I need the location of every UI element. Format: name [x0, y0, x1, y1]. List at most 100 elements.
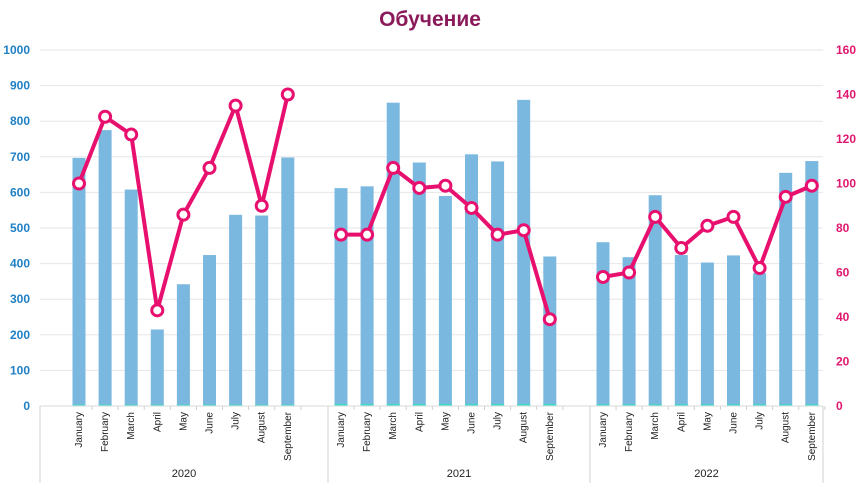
- small-bar: [596, 404, 610, 406]
- small-bar: [622, 404, 636, 406]
- bar: [648, 195, 662, 406]
- bar: [543, 256, 557, 406]
- month-label: September: [545, 411, 556, 461]
- month-label: March: [388, 412, 399, 440]
- line-point: [98, 109, 113, 124]
- line-point: [726, 209, 741, 224]
- small-bar: [72, 404, 86, 406]
- line-point: [622, 265, 637, 280]
- month-label: May: [440, 412, 451, 431]
- small-bar: [203, 404, 216, 406]
- small-bar: [255, 404, 269, 406]
- bar: [491, 161, 505, 406]
- line-point: [778, 189, 793, 204]
- small-bar: [229, 404, 243, 406]
- small-bar: [412, 403, 426, 406]
- small-bar: [334, 403, 348, 406]
- month-label: January: [598, 412, 609, 448]
- line-point: [334, 227, 348, 242]
- month-label: February: [100, 412, 111, 452]
- month-label: June: [467, 412, 478, 434]
- month-label: July: [231, 412, 242, 430]
- bar: [203, 255, 216, 406]
- line-point: [438, 178, 453, 193]
- month-label: April: [152, 412, 163, 432]
- line-point: [596, 269, 610, 284]
- small-bar: [438, 403, 452, 406]
- bar: [674, 255, 688, 406]
- small-bar: [124, 404, 138, 406]
- bar: [412, 162, 426, 406]
- bar: [779, 172, 793, 406]
- right-axis-tick: 0: [836, 399, 843, 413]
- month-label: September: [283, 411, 294, 461]
- small-bar: [176, 404, 190, 406]
- line-point: [700, 218, 715, 233]
- left-axis-tick: 800: [10, 114, 30, 128]
- month-label: July: [493, 412, 504, 430]
- small-bar: [648, 404, 662, 406]
- left-axis-tick: 100: [10, 363, 30, 377]
- small-bar: [281, 404, 295, 406]
- line-point: [228, 98, 243, 113]
- bar: [176, 284, 190, 406]
- bar: [281, 157, 295, 406]
- small-bar: [386, 403, 400, 406]
- left-axis-tick: 300: [10, 292, 30, 306]
- line-point: [412, 180, 427, 195]
- month-label: September: [807, 411, 818, 461]
- line-point: [804, 178, 819, 193]
- month-label: August: [257, 412, 268, 443]
- right-axis-tick: 80: [836, 221, 850, 235]
- bar: [727, 255, 740, 406]
- bar: [465, 154, 478, 406]
- bar: [124, 189, 138, 406]
- bar: [255, 215, 269, 406]
- bar: [334, 188, 348, 406]
- bar: [596, 242, 610, 406]
- line-point: [516, 223, 531, 238]
- small-bar: [753, 404, 767, 406]
- bar: [72, 157, 86, 406]
- right-axis-tick: 160: [836, 43, 856, 57]
- line-point: [464, 200, 479, 215]
- small-bar: [98, 404, 112, 406]
- left-axis-tick: 400: [10, 257, 30, 271]
- line-point: [360, 227, 375, 242]
- left-axis-tick: 700: [10, 150, 30, 164]
- month-label: July: [755, 412, 766, 430]
- line-point: [202, 160, 217, 175]
- month-label: January: [336, 412, 347, 448]
- line-point: [72, 176, 86, 191]
- small-bar: [543, 403, 557, 406]
- bar: [753, 273, 767, 406]
- month-label: February: [362, 412, 373, 452]
- month-label: June: [729, 412, 740, 434]
- bar: [150, 329, 164, 406]
- left-axis-tick: 0: [23, 399, 30, 413]
- small-bar: [360, 403, 374, 406]
- right-axis-tick: 20: [836, 355, 850, 369]
- small-bar: [779, 404, 793, 406]
- left-axis-tick: 600: [10, 185, 30, 199]
- month-label: April: [676, 412, 687, 432]
- month-label: August: [519, 412, 530, 443]
- month-label: January: [74, 412, 85, 448]
- month-label: May: [178, 412, 189, 431]
- bar: [622, 257, 636, 406]
- left-axis-tick: 500: [10, 221, 30, 235]
- right-axis-tick: 140: [836, 88, 856, 102]
- year-label: 2022: [694, 468, 718, 480]
- right-axis-tick: 100: [836, 177, 856, 191]
- small-bar: [491, 403, 505, 406]
- left-axis-tick: 1000: [3, 43, 30, 57]
- month-label: May: [702, 412, 713, 431]
- right-axis-tick: 60: [836, 266, 850, 280]
- right-axis-tick: 40: [836, 310, 850, 324]
- bar: [229, 214, 243, 406]
- bar: [98, 130, 112, 406]
- month-label: March: [126, 412, 137, 440]
- bar: [805, 161, 819, 406]
- small-bar: [727, 404, 740, 406]
- month-label: March: [650, 412, 661, 440]
